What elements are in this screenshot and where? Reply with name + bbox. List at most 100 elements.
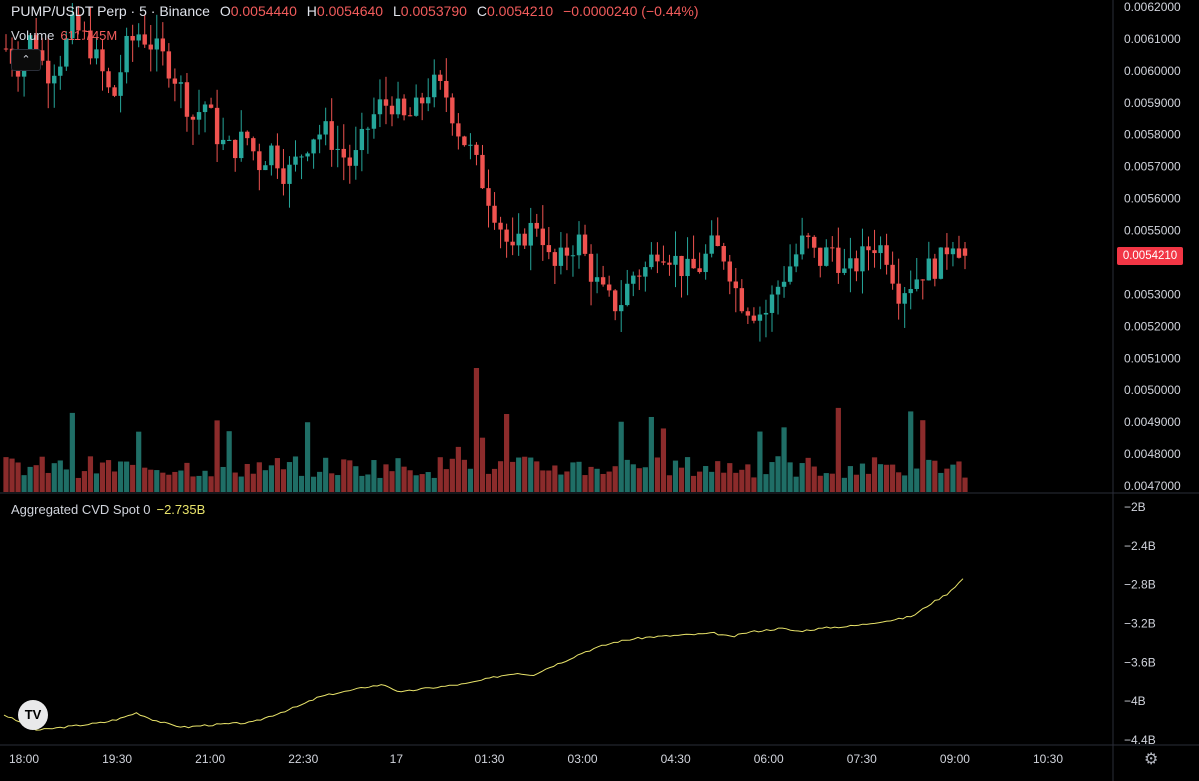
candle-body: [679, 255, 684, 277]
candle-body: [619, 305, 624, 312]
volume-bar: [93, 473, 100, 492]
chevron-up-icon[interactable]: ⌃: [11, 49, 41, 71]
candle-body: [588, 253, 594, 282]
candle-body: [401, 98, 407, 116]
volume-bar: [479, 437, 486, 492]
time-tick-label: 19:30: [102, 752, 132, 766]
volume-bar: [467, 468, 474, 492]
candle-body: [492, 205, 497, 223]
candle-body: [781, 281, 787, 287]
candle-body: [546, 245, 552, 253]
volume-bar: [739, 469, 745, 492]
volume-bar: [365, 474, 371, 492]
volume-bar: [286, 462, 293, 492]
candle-body: [854, 258, 859, 272]
volume-bar: [148, 469, 154, 492]
volume-bar: [703, 466, 709, 492]
volume-bar: [304, 422, 311, 492]
volume-bar: [600, 473, 606, 492]
candle-body: [775, 286, 781, 295]
volume-bar: [226, 431, 232, 492]
candle-body: [625, 283, 630, 306]
candle-body: [335, 148, 340, 150]
price-tick-label: 0.0051000: [1124, 351, 1181, 365]
candle-body: [468, 144, 473, 146]
volume-bar: [280, 469, 287, 492]
volume-bar: [311, 476, 317, 492]
volume-value: 611.745M: [60, 28, 118, 43]
candle-body: [673, 255, 678, 265]
candle-body: [751, 315, 757, 321]
candle-body: [214, 107, 220, 145]
cvd-tick-label: −2.4B: [1124, 539, 1156, 553]
candle-body: [661, 261, 666, 263]
volume-bar: [431, 477, 437, 492]
volume-bar: [672, 460, 679, 492]
volume-bar: [87, 456, 94, 492]
volume-bar: [154, 470, 160, 492]
candle-body: [438, 74, 443, 81]
candle-body: [498, 222, 503, 230]
candle-body: [805, 235, 811, 237]
candle-body: [450, 97, 455, 124]
volume-bar: [504, 414, 510, 492]
candle-body: [830, 247, 835, 249]
volume-bar: [576, 461, 582, 492]
volume-bar: [612, 466, 618, 492]
symbol-title[interactable]: PUMP/USDT Perp · 5 · Binance: [11, 3, 210, 19]
candle-body: [257, 151, 262, 171]
volume-bar: [902, 475, 908, 492]
tradingview-logo-icon[interactable]: TV: [18, 700, 48, 730]
volume-bar: [805, 457, 811, 492]
cvd-legend[interactable]: Aggregated CVD Spot 0 −2.735B: [11, 502, 205, 517]
candle-body: [576, 234, 582, 256]
volume-bar: [552, 465, 558, 492]
candle-body: [866, 246, 871, 251]
volume-bar: [3, 457, 9, 492]
candle-body: [76, 14, 81, 31]
time-tick-label: 22:30: [288, 752, 318, 766]
candle-body: [52, 75, 57, 84]
candle-body: [763, 312, 769, 315]
volume-bar: [865, 473, 872, 492]
volume-bar: [588, 466, 594, 492]
volume-legend[interactable]: Volume 611.745M: [11, 28, 117, 43]
volume-bar: [540, 470, 546, 492]
price-tick-label: 0.0050000: [1124, 383, 1181, 397]
candle-body: [558, 247, 564, 266]
candle-body: [64, 38, 69, 67]
volume-bar: [292, 456, 299, 492]
volume-bar: [775, 456, 781, 492]
volume-bar: [160, 472, 166, 492]
gear-icon[interactable]: ⚙: [1144, 751, 1159, 768]
candle-body: [600, 277, 606, 285]
volume-bar: [534, 461, 540, 492]
candle-body: [757, 314, 763, 321]
close-label: C: [476, 3, 487, 19]
volume-bar: [781, 427, 787, 492]
candle-body: [552, 252, 558, 266]
symbol-legend: PUMP/USDT Perp · 5 · Binance O0.0054440 …: [11, 3, 699, 19]
volume-bar: [99, 462, 106, 492]
cvd-tick-label: −2.8B: [1124, 578, 1156, 592]
candle-body: [715, 235, 720, 247]
candle-body: [812, 236, 817, 248]
time-tick-label: 17: [390, 752, 404, 766]
candle-body: [88, 30, 93, 59]
candle-body: [263, 165, 268, 171]
volume-bars: [3, 368, 968, 492]
candle-body: [389, 105, 395, 115]
candle-body: [371, 114, 377, 129]
candle-body: [956, 248, 962, 258]
volume-bar: [510, 461, 516, 492]
volume-bar: [721, 472, 727, 492]
candle-body: [444, 80, 449, 98]
volume-bar: [835, 407, 841, 492]
cvd-tick-label: −2B: [1124, 500, 1146, 514]
volume-bar: [938, 472, 944, 492]
candle-body: [136, 34, 141, 41]
volume-bar: [642, 467, 648, 492]
candle-body: [691, 258, 696, 269]
candle-body: [908, 288, 913, 294]
